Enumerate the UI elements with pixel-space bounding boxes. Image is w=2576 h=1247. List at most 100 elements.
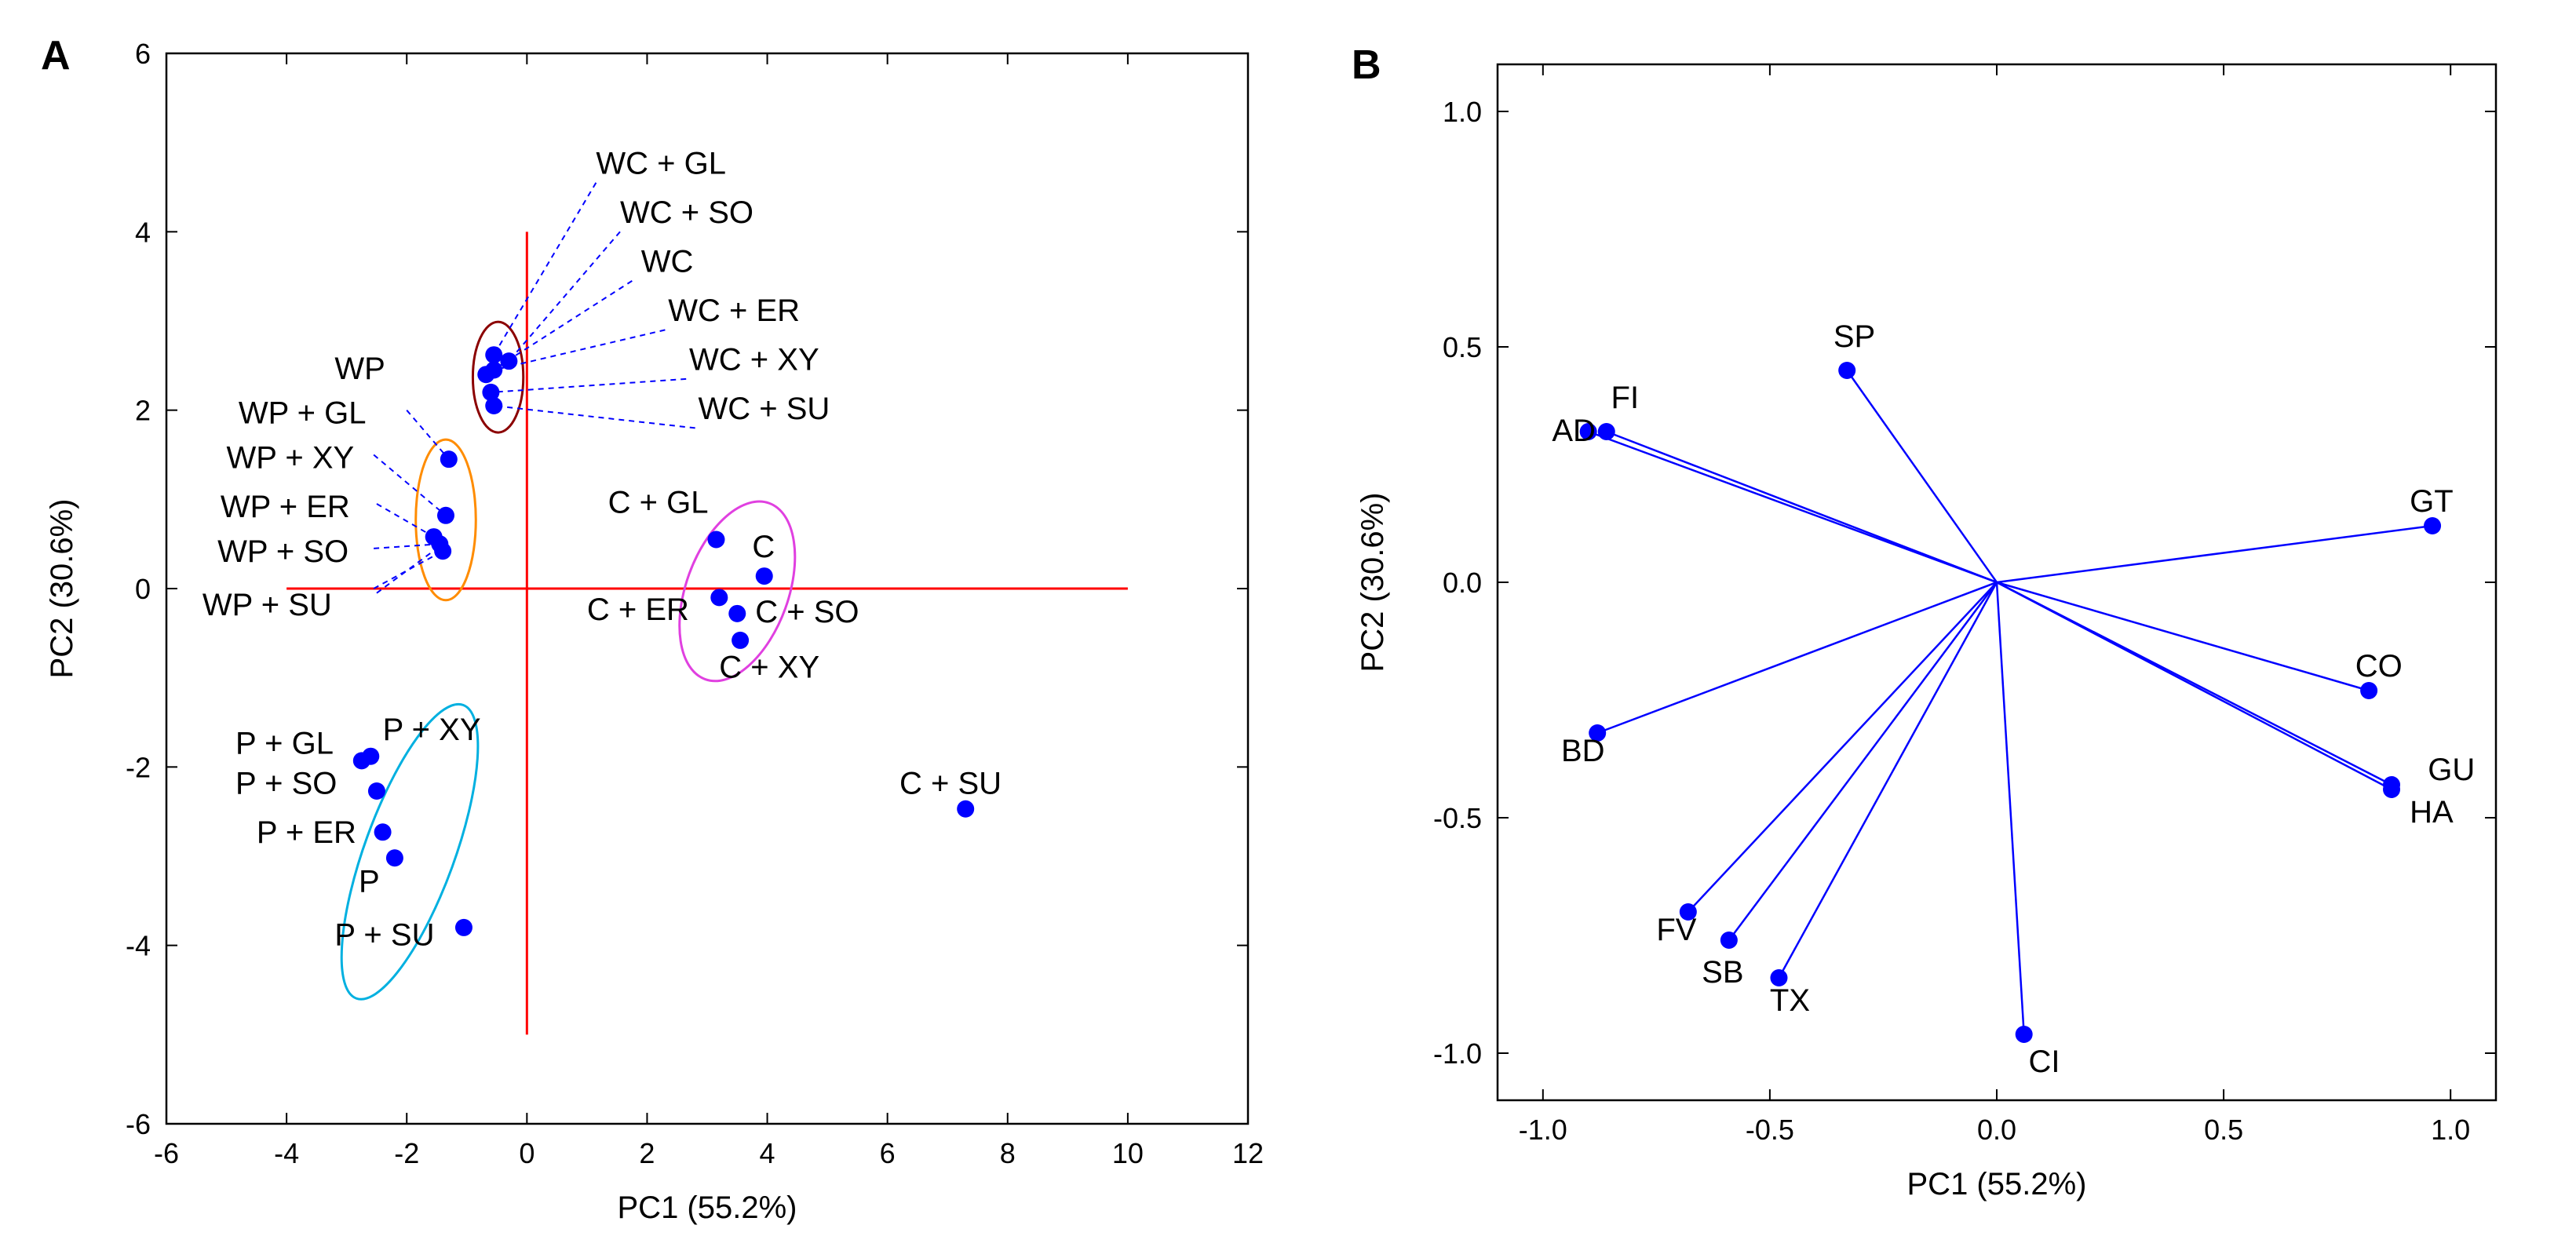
- loading-vector-sb: [1728, 582, 1998, 941]
- loading-point-sb: [1720, 932, 1738, 949]
- point-wc-er: [485, 361, 503, 379]
- x-tick-label: -6: [154, 1137, 179, 1169]
- x-axis-label: PC1 (55.2%): [618, 1190, 797, 1225]
- x-tick-label: 6: [880, 1137, 896, 1169]
- point-c: [755, 567, 773, 585]
- panel-a-pca-scores: -6 -4 -2 0 2 4 6 8 10 12 -6 -4 -2 0 2 4 6 PC1 (55.2%) PC2 …: [45, 38, 1264, 1225]
- point-wc-xy: [482, 383, 500, 401]
- panel-b-pca-loadings: -1.0 -0.5 0.0 0.5 1.0 -1.0 -0.5 0.0 0.5 1.0 PC1 (5…: [1356, 63, 2498, 1201]
- loading-vector-co: [1996, 581, 2370, 692]
- loading-point-co: [2360, 682, 2378, 699]
- point-label-wp-so: WP + SO: [217, 534, 348, 569]
- leader-line: [494, 404, 695, 429]
- x-tick-label: 12: [1232, 1137, 1264, 1169]
- x-tick-label: 1.0: [2431, 1114, 2470, 1146]
- leader-line: [508, 231, 621, 362]
- loading-point-ad: [1579, 423, 1597, 440]
- point-label-wc-xy: WC + XY: [689, 343, 819, 377]
- leader-line: [374, 543, 440, 549]
- loading-label-co: CO: [2355, 649, 2403, 684]
- leader-line: [376, 503, 435, 538]
- loading-vector-fi: [1606, 430, 1998, 584]
- x-tick-label: 0: [519, 1137, 535, 1169]
- y-axis-label: PC2 (30.6%): [1356, 493, 1390, 673]
- loading-vector-fv: [1687, 582, 1998, 913]
- y-tick-label: 6: [135, 38, 151, 70]
- leader-line: [376, 543, 443, 594]
- point-label-p-er: P + ER: [257, 815, 356, 850]
- y-tick-label: -2: [126, 751, 151, 783]
- point-wp: [440, 450, 458, 469]
- x-tick-label: -0.5: [1746, 1114, 1794, 1146]
- point-label-p-xy: P + XY: [383, 713, 481, 747]
- y-tick-label: 2: [135, 395, 151, 427]
- loading-point-ci: [2015, 1026, 2033, 1043]
- point-label-wc-so: WC + SO: [620, 195, 753, 230]
- loading-vector-tx: [1778, 582, 1998, 979]
- loading-label-fv: FV: [1656, 913, 1696, 947]
- leader-line: [406, 410, 450, 460]
- point-c-su: [957, 800, 975, 818]
- loading-point-fv: [1679, 903, 1697, 921]
- x-tick-label: -4: [274, 1137, 299, 1169]
- point-c-so: [728, 604, 746, 622]
- x-tick-label: 2: [639, 1137, 655, 1169]
- point-wc-so: [500, 352, 518, 370]
- point-label-p: P: [359, 864, 380, 899]
- point-label-wp-xy: WP + XY: [227, 441, 355, 476]
- point-label-p-so: P + SO: [235, 766, 337, 800]
- point-label-wc-su: WC + SU: [699, 392, 830, 426]
- panel-a-letter: A: [41, 33, 71, 78]
- point-label-c: C: [752, 530, 775, 564]
- point-label-c-gl: C + GL: [608, 485, 709, 520]
- loading-vector-gt: [1996, 524, 2433, 584]
- leader-line: [491, 377, 687, 393]
- loading-point-tx: [1770, 969, 1788, 986]
- group-ellipse-p-group: [340, 702, 480, 1001]
- loading-label-ha: HA: [2410, 795, 2454, 830]
- point-label-c-er: C + ER: [587, 593, 689, 627]
- panel-b-letter: B: [1352, 42, 1381, 88]
- point-p-xy: [362, 747, 380, 765]
- point-p: [385, 849, 403, 867]
- loading-label-gu: GU: [2428, 753, 2475, 787]
- loading-point-gt: [2424, 517, 2442, 534]
- y-tick-label: 0.0: [1443, 567, 1482, 599]
- x-tick-label: 0.0: [1977, 1114, 2016, 1146]
- point-label-wc-er: WC + ER: [668, 294, 800, 328]
- point-label-wp: WP: [334, 352, 385, 386]
- point-wc-gl: [485, 346, 503, 364]
- leader-line: [373, 454, 447, 516]
- point-label-p-su: P + SU: [334, 918, 434, 953]
- point-p-so: [367, 782, 385, 800]
- group-ellipse-c-group: [678, 500, 797, 683]
- x-tick-label: -2: [394, 1137, 419, 1169]
- y-tick-label: -6: [126, 1108, 151, 1140]
- point-label-wp-er: WP + ER: [221, 490, 350, 524]
- x-tick-label: -1.0: [1519, 1114, 1567, 1146]
- loading-label-ad: AD: [1552, 414, 1596, 448]
- point-wp-gl: [436, 506, 454, 524]
- y-tick-label: 0.5: [1443, 331, 1482, 363]
- point-label-c-su: C + SU: [899, 766, 1002, 800]
- loading-vector-bd: [1596, 581, 1998, 735]
- loading-label-fi: FI: [1611, 381, 1640, 415]
- loading-point-bd: [1589, 724, 1607, 742]
- y-tick-label: -4: [126, 930, 151, 962]
- point-label-wc: WC: [641, 244, 694, 279]
- x-tick-label: 4: [760, 1137, 775, 1169]
- loading-point-fi: [1597, 423, 1615, 440]
- leader-line: [493, 182, 597, 356]
- loading-label-gt: GT: [2410, 484, 2454, 519]
- loading-label-ci: CI: [2028, 1045, 2060, 1079]
- loading-point-sp: [1838, 362, 1856, 379]
- point-c-er: [710, 589, 728, 607]
- loading-label-sb: SB: [1702, 955, 1743, 990]
- loading-vector-ha: [1996, 581, 2392, 791]
- x-axis-label: PC1 (55.2%): [1907, 1167, 2087, 1201]
- loading-vector-ci: [1995, 582, 2025, 1035]
- y-tick-label: -1.0: [1433, 1037, 1482, 1070]
- x-tick-label: 0.5: [2204, 1114, 2243, 1146]
- leader-line: [373, 550, 443, 589]
